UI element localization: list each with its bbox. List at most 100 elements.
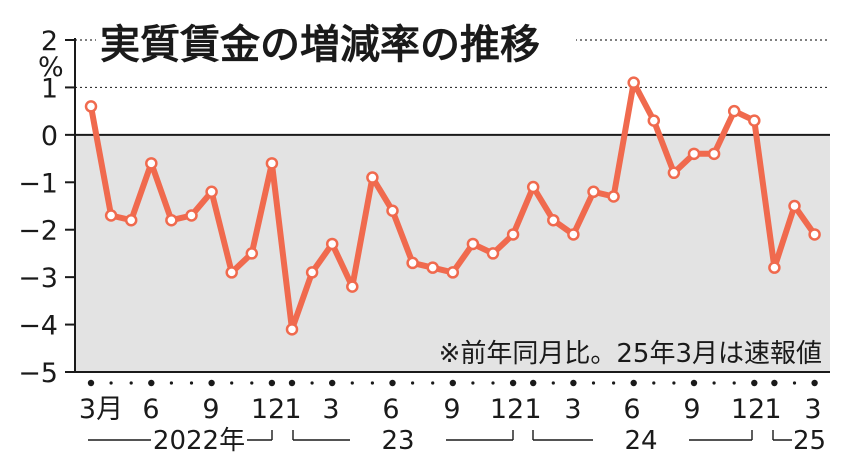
- data-point: [788, 199, 801, 213]
- x-tick-dot: [329, 379, 336, 387]
- year-label-background: [593, 424, 689, 454]
- unit-label: %: [38, 52, 64, 83]
- x-tick-dot: [208, 379, 215, 387]
- chart-title: 実質賃金の増減率の推移: [100, 22, 540, 68]
- x-minor-dot: [350, 381, 354, 385]
- y-tick-label: −3: [18, 263, 58, 294]
- y-tick-label: −4: [18, 311, 58, 342]
- x-tick-label: 12: [731, 394, 765, 425]
- year-layer: 2022年 23 24 25: [88, 424, 833, 456]
- y-tick-label: −1: [18, 168, 58, 199]
- data-point: [426, 261, 439, 274]
- x-tick-label: 9: [683, 394, 700, 425]
- data-point: [145, 157, 158, 170]
- data-point: [325, 237, 339, 251]
- data-point: [466, 237, 480, 251]
- data-point: [567, 228, 580, 241]
- year-label-background: [151, 424, 247, 454]
- title-background: [96, 14, 576, 68]
- x-tick-dot: [449, 379, 456, 387]
- x-minor-dot: [431, 381, 435, 385]
- data-point: [446, 266, 460, 279]
- year-label: 23: [381, 426, 414, 456]
- x-minor-dot: [591, 381, 596, 385]
- xtick-layer: 3月 6 9 12 1 3 6 9 12 1 3 6 9 12 1 3: [79, 379, 822, 425]
- x-minor-dot: [551, 381, 555, 385]
- x-tick-dot: [530, 379, 537, 387]
- x-tick-label: 3: [564, 394, 581, 425]
- series-layer: [84, 76, 821, 336]
- x-tick-dot: [751, 379, 758, 387]
- x-tick-label: 9: [202, 394, 219, 425]
- x-minor-dot: [712, 381, 716, 385]
- x-tick-dot: [288, 379, 296, 387]
- x-minor-dot: [411, 381, 415, 385]
- x-tick-dot: [87, 379, 95, 387]
- data-point: [84, 100, 98, 113]
- x-minor-dot: [310, 381, 314, 385]
- x-tick-label: 12: [251, 394, 285, 425]
- x-tick-label: 6: [142, 394, 159, 425]
- data-point: [305, 266, 319, 279]
- data-point: [667, 166, 681, 180]
- x-minor-dot: [491, 381, 495, 385]
- data-point: [386, 204, 399, 217]
- data-point: [165, 213, 178, 227]
- data-point: [486, 247, 500, 260]
- x-minor-dot: [471, 381, 475, 385]
- data-point: [587, 185, 600, 199]
- x-minor-dot: [370, 381, 374, 385]
- x-minor-dot: [230, 381, 234, 385]
- year-label-background: [350, 424, 446, 454]
- note-background: [378, 333, 826, 369]
- x-minor-dot: [612, 381, 616, 385]
- y-tick-label: 0: [41, 121, 58, 152]
- year-label: 2022年: [153, 426, 245, 456]
- data-point: [808, 228, 821, 241]
- data-point: [547, 213, 560, 227]
- data-point: [687, 147, 701, 161]
- x-tick-dot: [771, 379, 778, 387]
- x-tick-dot: [811, 379, 818, 387]
- data-point: [225, 266, 238, 279]
- x-tick-dot: [268, 379, 276, 387]
- data-point: [627, 76, 640, 89]
- x-tick-dot: [148, 379, 155, 387]
- x-minor-dot: [652, 381, 656, 385]
- negative-area-shading: [75, 135, 830, 372]
- data-point: [406, 256, 419, 270]
- x-tick-label: 3: [322, 394, 339, 425]
- data-point: [265, 157, 279, 170]
- x-tick-dot: [389, 379, 396, 387]
- data-point: [245, 247, 259, 260]
- data-point: [185, 209, 198, 222]
- x-minor-dot: [169, 381, 173, 385]
- x-minor-dot: [672, 381, 676, 385]
- data-point: [285, 323, 299, 336]
- data-point: [607, 190, 620, 203]
- x-tick-label: 1: [284, 394, 301, 425]
- x-minor-dot: [109, 381, 113, 385]
- data-point: [707, 147, 721, 161]
- y-tick-label: 2: [41, 26, 58, 57]
- x-minor-dot: [732, 381, 736, 385]
- year-label-background: [793, 424, 833, 454]
- data-point: [768, 261, 781, 274]
- data-point: [346, 280, 359, 293]
- x-tick-label: 6: [382, 394, 399, 425]
- x-minor-dot: [792, 381, 797, 385]
- y-tick-label: −2: [18, 216, 58, 247]
- x-tick-label: 3月: [79, 394, 123, 425]
- x-tick-label: 12: [490, 394, 524, 425]
- x-tick-dot: [630, 379, 637, 387]
- chart-note: ※前年同月比。25年3月は速報値: [439, 339, 822, 369]
- data-point: [506, 228, 520, 241]
- x-tick-label: 9: [443, 394, 460, 425]
- data-point: [124, 213, 138, 227]
- data-point: [526, 180, 540, 194]
- x-tick-label: 6: [623, 394, 640, 425]
- data-point: [727, 104, 741, 118]
- x-tick-dot: [690, 379, 698, 387]
- data-point: [366, 171, 379, 184]
